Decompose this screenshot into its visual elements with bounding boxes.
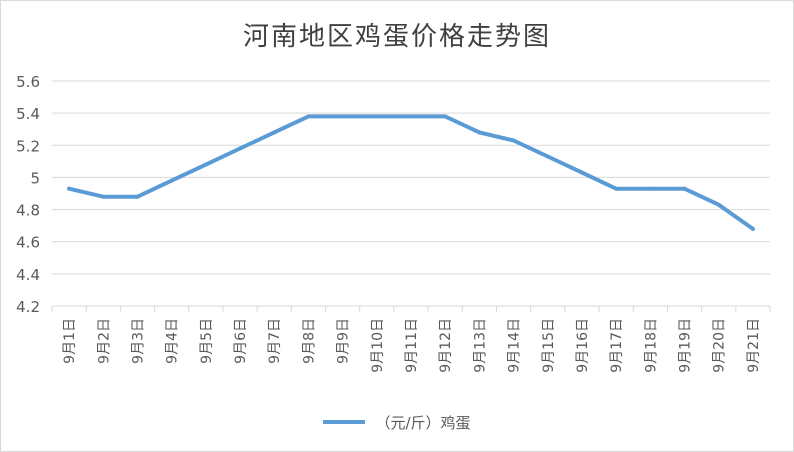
x-tick-label: 9月20日 xyxy=(712,318,728,373)
series-layer xyxy=(67,114,755,231)
data-point xyxy=(716,202,721,207)
data-point xyxy=(67,186,72,191)
x-tick-label: 9月18日 xyxy=(643,318,659,373)
y-tick-label: 5.2 xyxy=(16,137,40,155)
x-tick-label: 9月5日 xyxy=(199,318,215,364)
x-tick-label: 9月17日 xyxy=(609,318,625,373)
y-tick-label: 5 xyxy=(30,169,40,187)
data-point xyxy=(750,226,755,231)
data-point xyxy=(511,138,516,143)
data-point xyxy=(545,154,550,159)
x-tick-label: 9月8日 xyxy=(301,318,317,364)
x-tick-label: 9月6日 xyxy=(233,318,249,364)
data-point xyxy=(169,178,174,183)
x-axis xyxy=(51,305,771,312)
x-tick-label: 9月15日 xyxy=(541,318,557,373)
y-tick-label: 5.4 xyxy=(16,105,40,123)
data-point xyxy=(477,130,482,135)
data-point xyxy=(682,186,687,191)
x-tick-label: 9月19日 xyxy=(678,318,694,373)
x-tick-label: 9月13日 xyxy=(472,318,488,373)
data-point xyxy=(374,114,379,119)
y-tick-label: 4.4 xyxy=(16,266,40,284)
data-point xyxy=(340,114,345,119)
data-point xyxy=(443,114,448,119)
data-point xyxy=(614,186,619,191)
x-tick-label: 9月7日 xyxy=(267,318,283,364)
grid-lines xyxy=(52,80,770,275)
x-tick-label: 9月9日 xyxy=(336,318,352,364)
data-point xyxy=(101,194,106,199)
data-point xyxy=(306,114,311,119)
x-axis-labels: 9月1日 9月2日 9月3日 9月4日 9月5日 9月6日 9月7日 9月8日 9月9日 9月10… xyxy=(62,318,762,373)
x-tick-label: 9月12日 xyxy=(438,318,454,373)
data-point xyxy=(579,170,584,175)
x-tick-label: 9月10日 xyxy=(370,318,386,373)
data-point xyxy=(648,186,653,191)
data-point xyxy=(203,162,208,167)
series-line-eggs xyxy=(67,114,755,231)
x-tick-label: 9月11日 xyxy=(404,318,420,373)
data-point xyxy=(409,114,413,119)
data-point xyxy=(272,130,277,135)
x-tick-label: 9月21日 xyxy=(746,318,762,373)
y-tick-label: 4.8 xyxy=(16,202,40,220)
x-tick-label: 9月3日 xyxy=(130,318,146,364)
x-tick-label: 9月2日 xyxy=(96,318,112,364)
x-tick-label: 9月14日 xyxy=(507,318,523,373)
y-tick-label: 5.6 xyxy=(16,73,40,91)
x-tick-label: 9月1日 xyxy=(62,318,78,364)
y-tick-label: 4.6 xyxy=(16,234,40,252)
data-point xyxy=(135,194,140,199)
legend: （元/斤）鸡蛋 xyxy=(0,408,794,436)
y-tick-label: 4.2 xyxy=(16,298,40,316)
y-axis-labels: 4.2 4.4 4.6 4.8 5 5.2 5.4 5.6 xyxy=(16,73,40,316)
x-tick-label: 9月16日 xyxy=(575,318,591,373)
legend-swatch xyxy=(323,420,366,424)
chart-title: 河南地区鸡蛋价格走势图 xyxy=(242,22,551,52)
legend-label: （元/斤）鸡蛋 xyxy=(375,413,471,432)
x-tick-label: 9月4日 xyxy=(165,318,181,364)
data-point xyxy=(238,146,243,151)
